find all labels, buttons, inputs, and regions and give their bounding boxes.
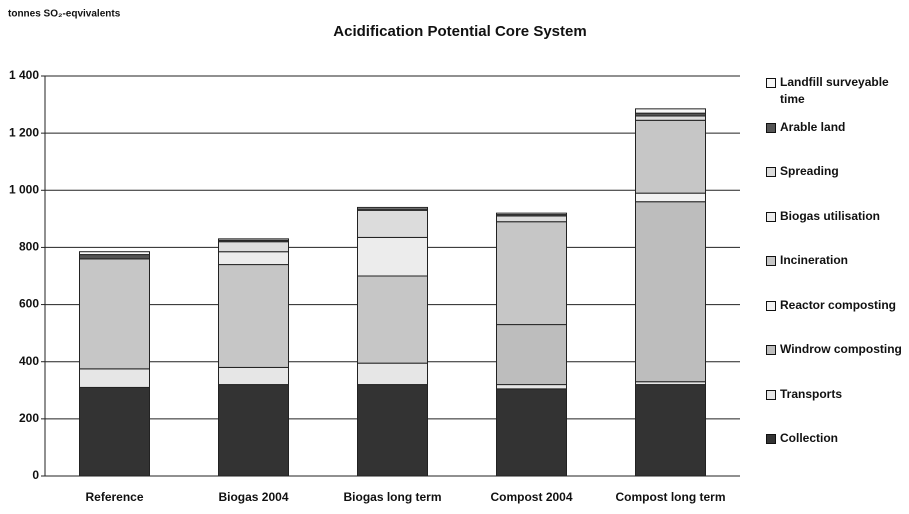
legend-label: Spreading — [780, 164, 839, 178]
bar-segment — [496, 221, 567, 326]
legend-entry: Arable land — [766, 119, 909, 136]
legend-label: Transports — [780, 386, 843, 401]
y-tick-label: 600 — [19, 297, 39, 311]
legend-label: Arable land — [780, 119, 846, 134]
bar-segment — [635, 119, 706, 194]
legend-swatch — [766, 434, 776, 444]
legend-swatch — [766, 345, 776, 355]
bar-segment — [496, 215, 567, 223]
legend-entry: Incineration — [766, 252, 909, 269]
bar-segment — [635, 201, 706, 383]
x-tick-label: Biogas 2004 — [218, 490, 288, 504]
y-tick-label: 800 — [19, 240, 39, 254]
legend-swatch — [766, 300, 776, 311]
x-tick-label: Biogas long term — [343, 490, 441, 504]
legend-label: Biogas utilisation — [780, 208, 881, 223]
legend-entry: Reactor composting — [766, 297, 909, 314]
bar-segment — [218, 366, 289, 386]
bar-segment — [218, 384, 289, 477]
bar-segment — [635, 192, 706, 203]
y-tick-label: 1 000 — [9, 182, 39, 196]
legend-label: Reactor composting — [780, 297, 897, 312]
bar-segment — [635, 108, 706, 114]
bar-segment — [218, 264, 289, 368]
bar-segment — [218, 251, 289, 266]
legend-swatch — [766, 389, 776, 400]
bar-segment — [496, 212, 567, 216]
bar-segment — [218, 241, 289, 253]
legend-swatch — [766, 122, 776, 133]
x-tick-label: Compost long term — [616, 490, 726, 504]
bar-segment — [496, 324, 567, 386]
bar-segment — [79, 258, 150, 370]
legend-label: Windrow composting — [780, 342, 902, 356]
legend-entry: Spreading — [766, 163, 909, 180]
y-tick-label: 1 200 — [9, 125, 39, 139]
y-tick-label: 400 — [19, 354, 39, 368]
bar-segment — [357, 384, 428, 477]
chart-title: Acidification Potential Core System — [333, 23, 586, 40]
legend-swatch — [766, 256, 776, 266]
bar-segment — [357, 275, 428, 364]
bar-segment — [357, 209, 428, 238]
y-tick-label: 0 — [32, 468, 39, 482]
bar-segment — [79, 251, 150, 256]
legend-label: Landfill surveyable time — [780, 75, 889, 106]
y-tick-label: 1 400 — [9, 68, 39, 82]
legend-swatch — [766, 78, 776, 88]
bar-segment — [357, 362, 428, 386]
legend-entry: Landfill surveyable time — [766, 74, 909, 108]
legend-label: Collection — [780, 431, 839, 445]
bar-segment — [79, 254, 150, 260]
bar-segment — [218, 238, 289, 241]
bar-segment — [635, 384, 706, 477]
legend-label: Incineration — [780, 253, 849, 267]
legend-swatch — [766, 211, 776, 222]
bar-segment — [496, 384, 567, 390]
bar-segment — [635, 115, 706, 121]
legend-entry: Collection — [766, 430, 909, 447]
y-axis-label: tonnes SO₂-eqvivalents — [8, 9, 121, 20]
legend-entry: Transports — [766, 386, 909, 403]
bar-segment — [357, 206, 428, 210]
legend-swatch — [766, 167, 776, 177]
x-tick-label: Reference — [85, 490, 143, 504]
legend-entry: Biogas utilisation — [766, 208, 909, 225]
bar-segment — [79, 386, 150, 477]
x-tick-label: Compost 2004 — [490, 490, 572, 504]
bar-segment — [79, 368, 150, 388]
y-tick-label: 200 — [19, 411, 39, 425]
bar-segment — [496, 388, 567, 477]
bar-segment — [357, 236, 428, 277]
legend-entry: Windrow composting — [766, 341, 909, 358]
